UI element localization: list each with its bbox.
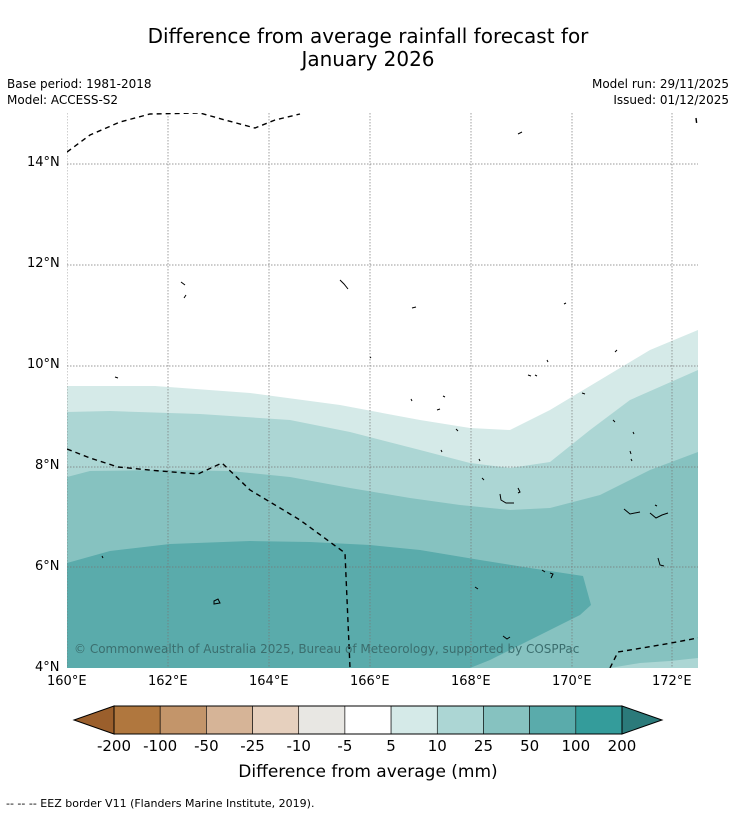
- lat-label-8n: 8°N: [35, 458, 60, 473]
- map-plot: [67, 113, 698, 668]
- islands: [101, 131, 669, 640]
- lat-label-12n: 12°N: [27, 256, 60, 271]
- colorbar-segment: [575, 705, 623, 735]
- colorbar-title: Difference from average (mm): [238, 762, 498, 782]
- contour-25-50-south: [610, 658, 698, 668]
- colorbar-tick-label: 10: [427, 737, 447, 755]
- colorbar-segment: [298, 705, 346, 735]
- colorbar-segment: [344, 705, 392, 735]
- issued-date: Issued: 01/12/2025: [613, 93, 729, 107]
- colorbar-frame: [113, 705, 623, 735]
- eez-borders: [67, 113, 698, 668]
- colorbar-segment: [483, 705, 530, 735]
- lon-label-164e: 164°E: [249, 674, 289, 689]
- colorbar-segment: [529, 705, 577, 735]
- contour-50-100: [67, 541, 591, 668]
- colorbar-segment: [113, 705, 161, 735]
- title-line-2: January 2026: [301, 47, 435, 71]
- graticule: [67, 113, 698, 668]
- colorbar-tick-label: -100: [143, 737, 178, 755]
- colorbar-tick-label: -5: [337, 737, 353, 755]
- colorbar-extend-low: [72, 705, 115, 735]
- colorbar-tick-label: -25: [240, 737, 265, 755]
- lon-label-160e: 160°E: [47, 674, 87, 689]
- lat-label-4n: 4°N: [35, 660, 60, 675]
- colorbar-tick-label: 5: [386, 737, 396, 755]
- lon-label-168e: 168°E: [451, 674, 491, 689]
- colorbar-extend-high: [621, 705, 664, 735]
- lat-label-10n: 10°N: [27, 357, 60, 372]
- base-period: Base period: 1981-2018: [7, 77, 152, 91]
- colorbar-segment: [252, 705, 300, 735]
- lat-label-6n: 6°N: [35, 559, 60, 574]
- lat-label-14n: 14°N: [27, 155, 60, 170]
- model-name: Model: ACCESS-S2: [7, 93, 119, 107]
- colorbar-tick-label: -10: [286, 737, 311, 755]
- eez-footnote: -- -- -- EEZ border V11 (Flanders Marine…: [6, 797, 315, 810]
- title-line-1: Difference from average rainfall forecas…: [147, 24, 589, 48]
- colorbar-tick-label: 100: [561, 737, 591, 755]
- colorbar-tick-label: 200: [607, 737, 637, 755]
- colorbar-segments: [113, 705, 623, 735]
- lon-label-166e: 166°E: [350, 674, 390, 689]
- colorbar-segment: [436, 705, 484, 735]
- lon-label-172e: 172°E: [652, 674, 692, 689]
- colorbar-tick-label: -50: [194, 737, 219, 755]
- colorbar-tick-label: -200: [96, 737, 132, 755]
- colorbar-tick-label: 25: [473, 737, 493, 755]
- copyright-text: © Commonwealth of Australia 2025, Bureau…: [74, 642, 579, 656]
- colorbar-segment: [159, 705, 207, 735]
- model-run: Model run: 29/11/2025: [591, 77, 729, 91]
- colorbar-segment: [390, 705, 438, 735]
- colorbar-segment: [206, 705, 253, 735]
- colorbar-tick-label: 50: [520, 737, 540, 755]
- lon-label-162e: 162°E: [148, 674, 188, 689]
- lon-label-170e: 170°E: [552, 674, 592, 689]
